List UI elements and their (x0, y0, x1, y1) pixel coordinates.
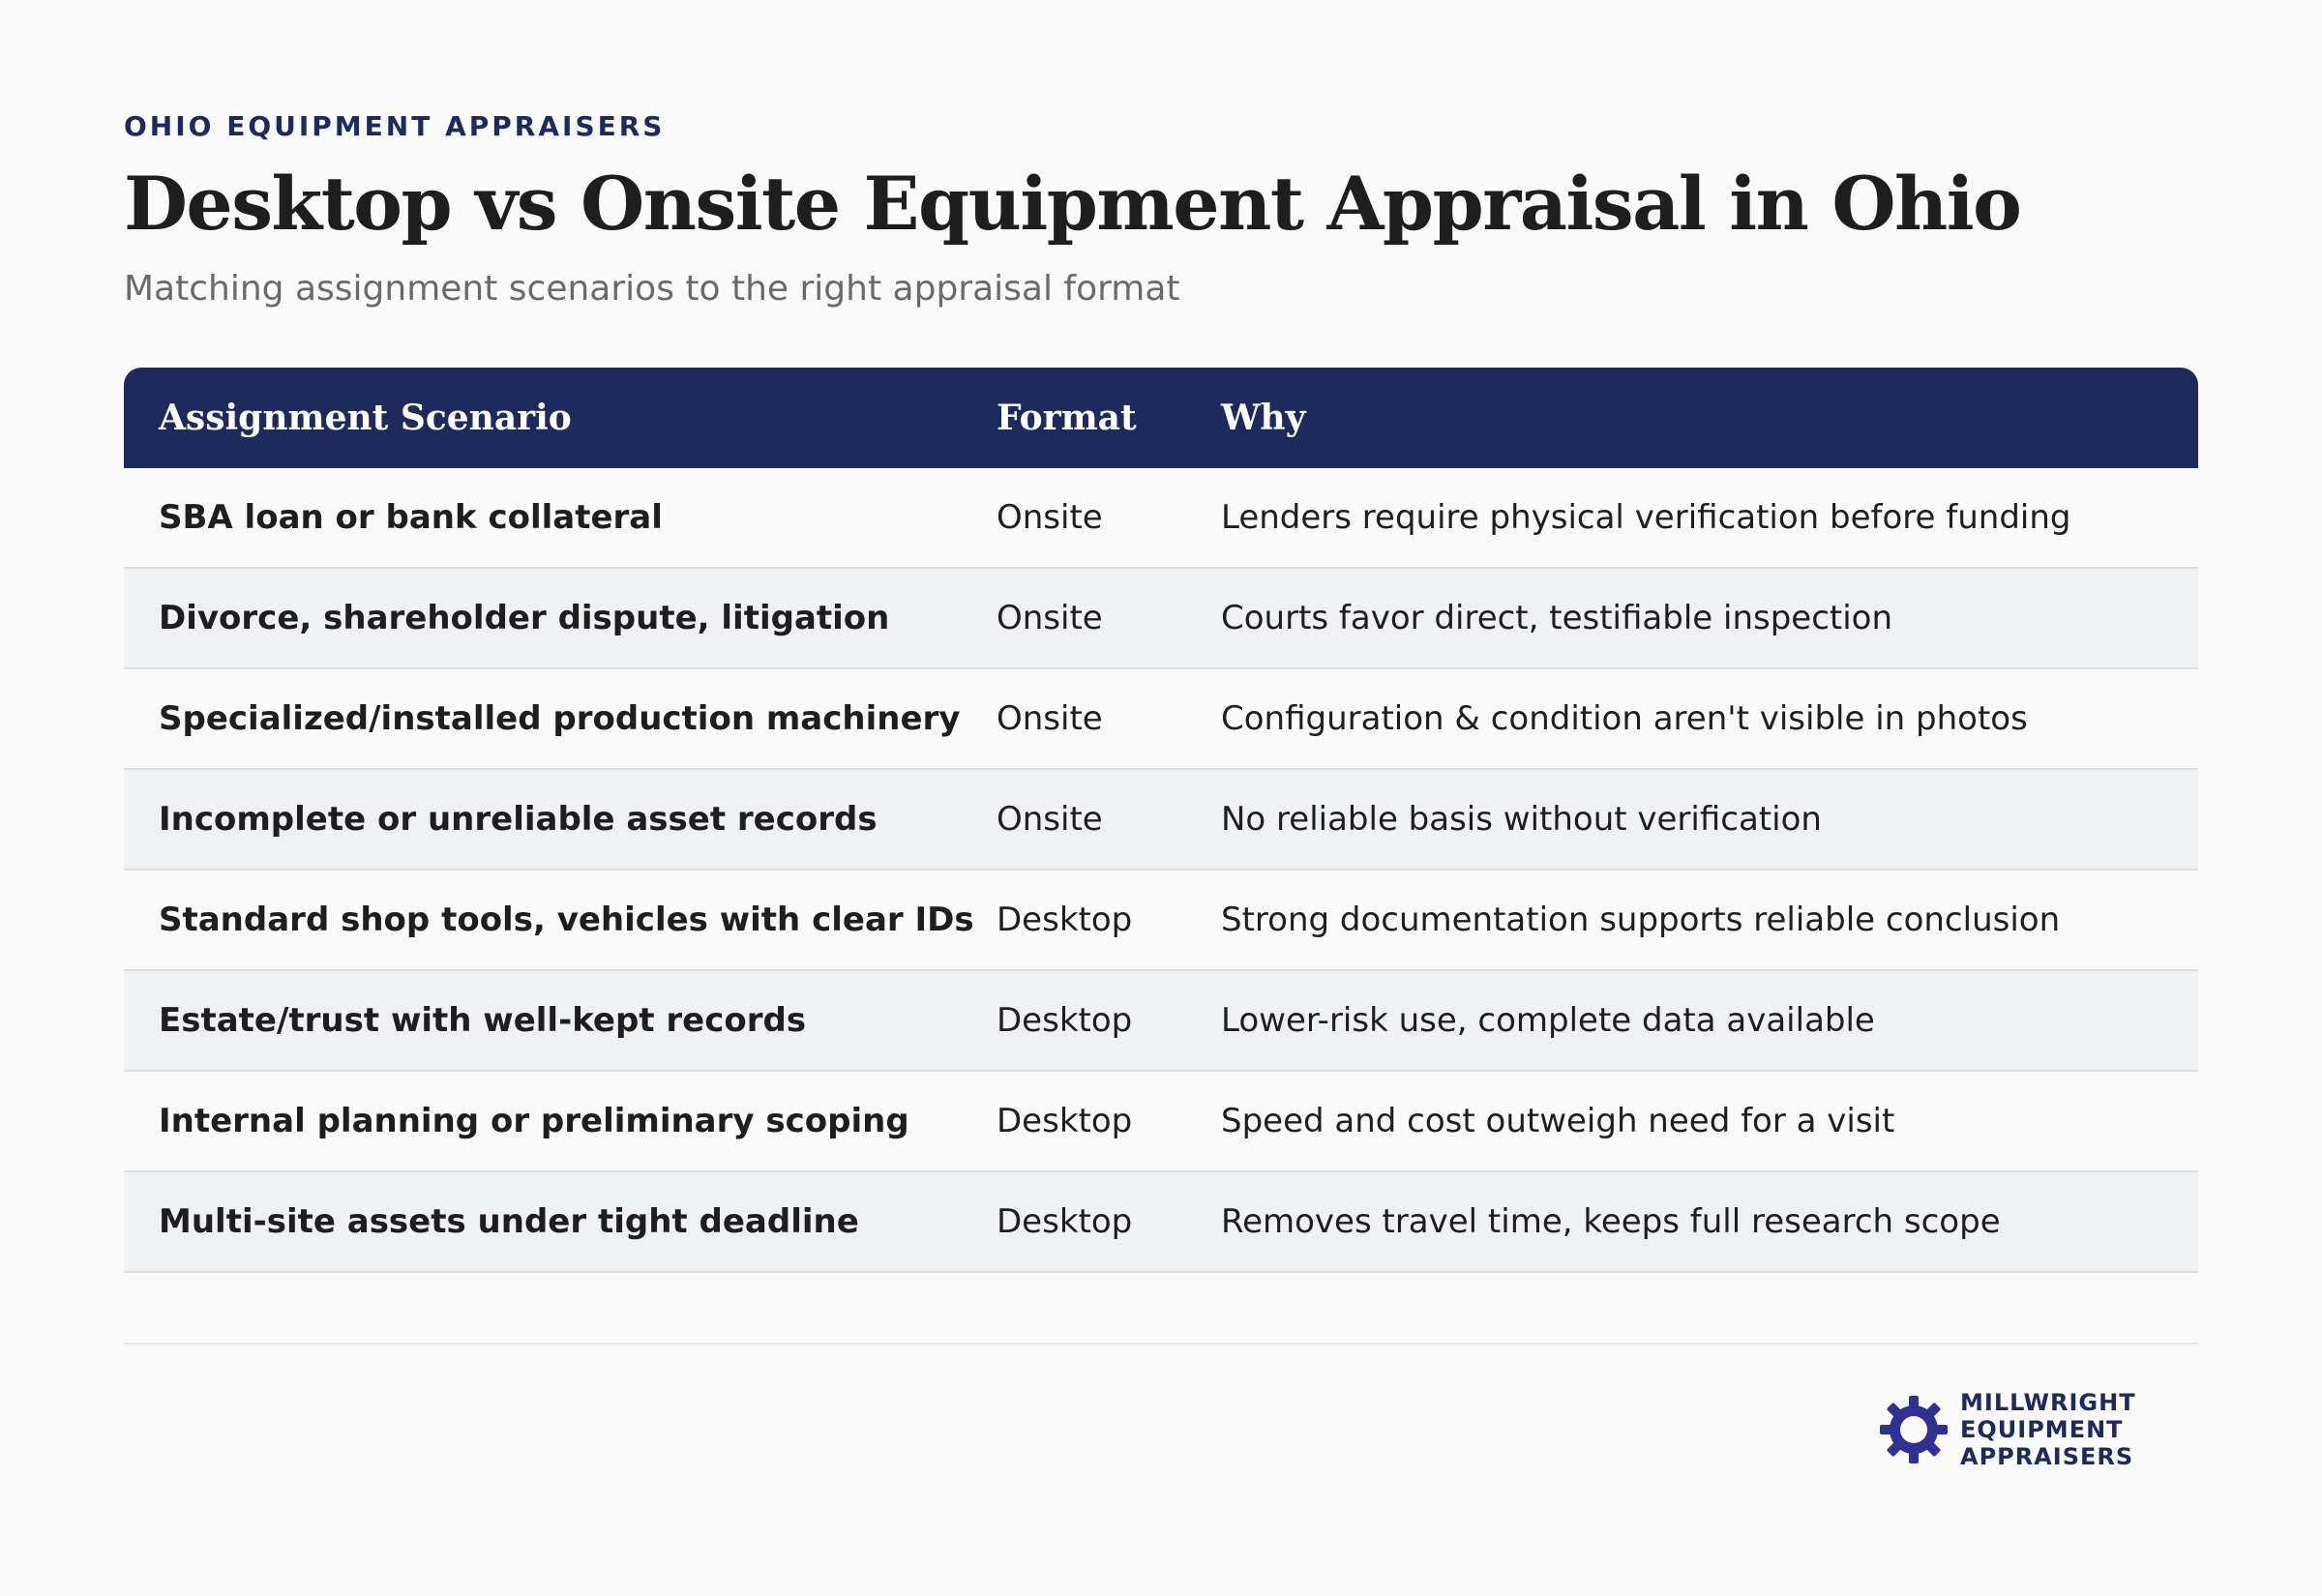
cell-scenario: Multi-site assets under tight deadline (159, 1202, 859, 1241)
cell-why: Speed and cost outweigh need for a visit (1221, 1102, 1895, 1140)
eyebrow-label: OHIO EQUIPMENT APPRAISERS (124, 110, 666, 142)
table-header: Assignment Scenario Format Why (124, 368, 2198, 468)
logo-line: MILLWRIGHT (1960, 1389, 2136, 1416)
cell-scenario: Estate/trust with well-kept records (159, 1001, 807, 1040)
cell-why: Lower-risk use, complete data available (1221, 1001, 1875, 1040)
cell-format: Desktop (997, 1102, 1133, 1140)
cell-scenario: Specialized/installed production machine… (159, 699, 961, 738)
cell-scenario: Internal planning or preliminary scoping (159, 1102, 909, 1140)
column-header-why: Why (1221, 398, 1306, 438)
logo-line: APPRAISERS (1960, 1443, 2134, 1470)
table-row: Specialized/installed production machine… (124, 669, 2198, 770)
cell-scenario: Incomplete or unreliable asset records (159, 800, 878, 839)
cell-format: Onsite (997, 498, 1103, 537)
table-row: Internal planning or preliminary scoping… (124, 1072, 2198, 1172)
appraisal-format-table: Assignment Scenario Format Why SBA loan … (124, 368, 2198, 1273)
cell-format: Desktop (997, 1202, 1133, 1241)
brand-logo: MILLWRIGHT EQUIPMENT APPRAISERS (1877, 1389, 2136, 1470)
column-header-format: Format (997, 398, 1137, 438)
page-subtitle: Matching assignment scenarios to the rig… (124, 269, 1180, 309)
cell-format: Desktop (997, 1001, 1133, 1040)
logo-wordmark: MILLWRIGHT EQUIPMENT APPRAISERS (1960, 1389, 2136, 1470)
table-row: SBA loan or bank collateral Onsite Lende… (124, 468, 2198, 569)
cell-why: Lenders require physical verification be… (1221, 498, 2071, 537)
table-row: Estate/trust with well-kept records Desk… (124, 971, 2198, 1072)
cell-scenario: SBA loan or bank collateral (159, 498, 663, 537)
footer-divider (124, 1343, 2198, 1345)
table-row: Incomplete or unreliable asset records O… (124, 770, 2198, 871)
column-header-scenario: Assignment Scenario (159, 398, 572, 438)
cell-why: Configuration & condition aren't visible… (1221, 699, 2028, 738)
cell-why: No reliable basis without verification (1221, 800, 1822, 839)
cell-format: Onsite (997, 699, 1103, 738)
table-row: Divorce, shareholder dispute, litigation… (124, 569, 2198, 669)
table-row: Multi-site assets under tight deadline D… (124, 1172, 2198, 1273)
page-title: Desktop vs Onsite Equipment Appraisal in… (124, 161, 2022, 247)
cell-why: Removes travel time, keeps full research… (1221, 1202, 2001, 1241)
cell-why: Strong documentation supports reliable c… (1221, 901, 2061, 939)
cell-format: Desktop (997, 901, 1133, 939)
cell-why: Courts favor direct, testifiable inspect… (1221, 599, 1893, 637)
table-row: Standard shop tools, vehicles with clear… (124, 871, 2198, 971)
cell-scenario: Divorce, shareholder dispute, litigation (159, 599, 890, 637)
cell-format: Onsite (997, 800, 1103, 839)
gear-icon (1877, 1393, 1950, 1466)
cell-scenario: Standard shop tools, vehicles with clear… (159, 901, 974, 939)
logo-line: EQUIPMENT (1960, 1416, 2124, 1443)
cell-format: Onsite (997, 599, 1103, 637)
